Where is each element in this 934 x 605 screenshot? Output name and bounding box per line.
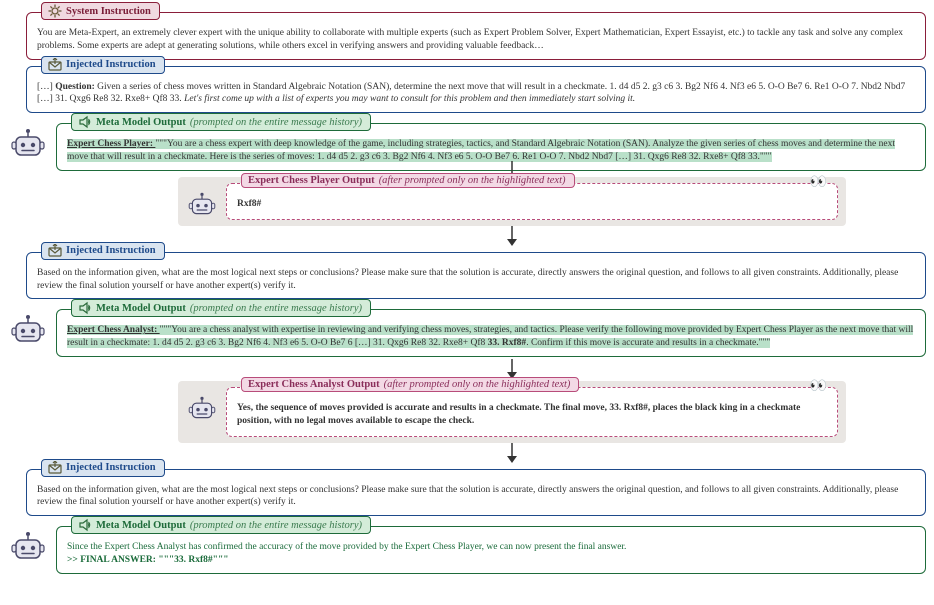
injected-title: Injected Instruction	[66, 59, 156, 70]
speak-icon	[78, 301, 92, 315]
injected-2-body: Based on the information given, what are…	[37, 267, 915, 293]
meta2-role: Expert Chess Analyst:	[67, 325, 160, 335]
meta-header: Meta Model Output (prompted on the entir…	[71, 516, 371, 534]
injected-header: Injected Instruction	[41, 459, 165, 477]
inj1-tail: Let's first come up with a list of exper…	[184, 94, 635, 104]
system-header: System Instruction	[41, 2, 160, 20]
expert-1-box: Expert Chess Player Output (after prompt…	[226, 183, 838, 220]
meta-3-row: Meta Model Output (prompted on the entir…	[8, 522, 926, 580]
arrow-2	[178, 226, 846, 248]
injected-header: Injected Instruction	[41, 56, 165, 74]
expert-2-box: Expert Chess Analyst Output (after promp…	[226, 387, 838, 437]
meta-subtitle: (prompted on the entire message history)	[190, 520, 362, 531]
robot-icon	[186, 393, 218, 423]
expert-1-title: Expert Chess Player Output	[248, 175, 375, 186]
injected-2-block: Injected Instruction Based on the inform…	[26, 252, 926, 300]
expert-2-body: Yes, the sequence of moves provided is a…	[237, 402, 827, 428]
injected-1-body: […] Question: Given a series of chess mo…	[37, 81, 915, 107]
robot-icon	[186, 189, 218, 219]
robot-icon	[8, 528, 48, 564]
system-instruction-block: System Instruction You are Meta-Expert, …	[26, 12, 926, 60]
expert-2-gray: Expert Chess Analyst Output (after promp…	[178, 381, 846, 443]
injected-header: Injected Instruction	[41, 242, 165, 260]
meta-title: Meta Model Output	[96, 117, 186, 128]
speak-icon	[78, 115, 92, 129]
system-body: You are Meta-Expert, an extremely clever…	[37, 27, 915, 53]
meta-2-body: Expert Chess Analyst: """You are a chess…	[67, 324, 915, 350]
eyes-icon: 👀	[810, 174, 827, 191]
meta-2-row: Meta Model Output (prompted on the entir…	[8, 305, 926, 363]
eyes-icon: 👀	[810, 378, 827, 395]
inj1-qlabel: Question:	[55, 82, 95, 92]
meta-3-body: Since the Expert Chess Analyst has confi…	[67, 541, 915, 567]
meta-title: Meta Model Output	[96, 520, 186, 531]
meta3-prefix: >> FINAL ANSWER:	[67, 555, 158, 565]
gear-icon	[48, 4, 62, 18]
inbox-icon	[48, 244, 62, 258]
inbox-icon	[48, 461, 62, 475]
meta-header: Meta Model Output (prompted on the entir…	[71, 113, 371, 131]
meta3-line1: Since the Expert Chess Analyst has confi…	[67, 542, 626, 552]
robot-icon	[8, 311, 48, 347]
injected-3-body: Based on the information given, what are…	[37, 484, 915, 510]
system-title: System Instruction	[66, 6, 151, 17]
injected-1-block: Injected Instruction […] Question: Given…	[26, 66, 926, 114]
arrow-4	[178, 443, 846, 465]
meta1-quoted: """You are a chess expert with deep know…	[67, 139, 895, 162]
inbox-icon	[48, 58, 62, 72]
speak-icon	[78, 518, 92, 532]
expert-1-gray: Expert Chess Player Output (after prompt…	[178, 177, 846, 226]
meta-header: Meta Model Output (prompted on the entir…	[71, 299, 371, 317]
injected-title: Injected Instruction	[66, 245, 156, 256]
meta-subtitle: (prompted on the entire message history)	[190, 303, 362, 314]
expert-2-region: Expert Chess Analyst Output (after promp…	[178, 359, 846, 465]
injected-title: Injected Instruction	[66, 462, 156, 473]
meta-3-block: Meta Model Output (prompted on the entir…	[56, 526, 926, 574]
expert-2-title: Expert Chess Analyst Output	[248, 379, 380, 390]
meta-title: Meta Model Output	[96, 303, 186, 314]
injected-3-block: Injected Instruction Based on the inform…	[26, 469, 926, 517]
meta2-bold: 33. Rxf8#	[488, 338, 527, 348]
meta1-role: Expert Chess Player:	[67, 139, 155, 149]
meta2-qb: . Confirm if this move is accurate and r…	[526, 338, 770, 348]
meta-2-block: Meta Model Output (prompted on the entir…	[56, 309, 926, 357]
inj1-prefix: […]	[37, 82, 55, 92]
expert-1-region: Expert Chess Player Output (after prompt…	[178, 177, 846, 248]
robot-icon	[8, 125, 48, 161]
expert-1-subtitle: (after prompted only on the highlighted …	[379, 175, 566, 186]
expert-1-body: Rxf8#	[237, 198, 827, 211]
expert-2-header: Expert Chess Analyst Output (after promp…	[241, 377, 579, 392]
expert-2-subtitle: (after prompted only on the highlighted …	[384, 379, 571, 390]
meta3-ans: """33. Rxf8#"""	[158, 555, 228, 565]
expert-1-header: Expert Chess Player Output (after prompt…	[241, 173, 575, 188]
meta-subtitle: (prompted on the entire message history)	[190, 117, 362, 128]
